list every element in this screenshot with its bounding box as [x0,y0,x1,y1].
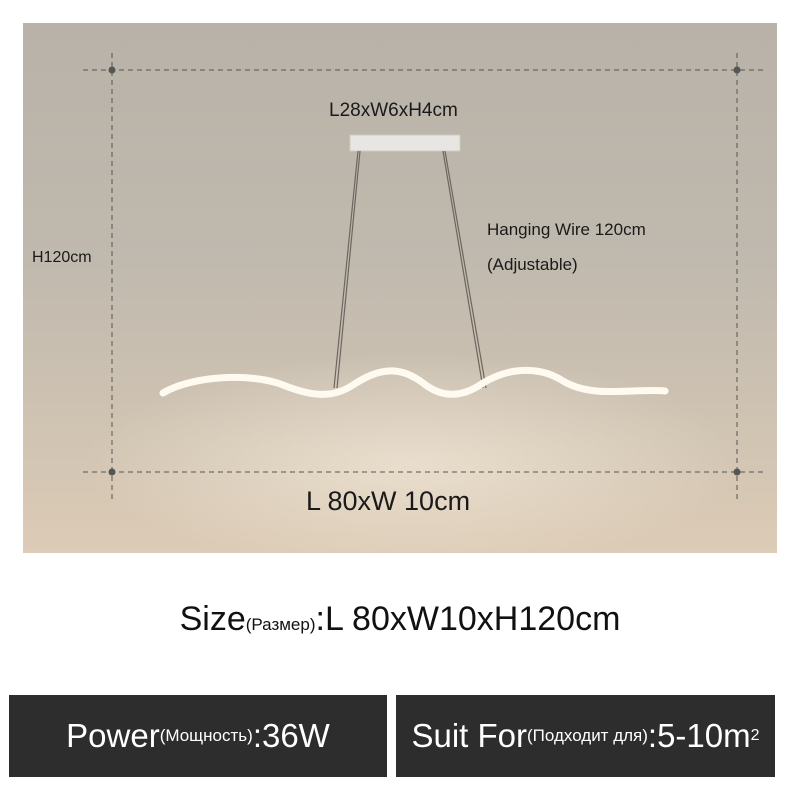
size-label-ru: (Размер) [245,615,316,634]
suit-for-value: :5-10m [647,717,751,754]
dimension-diagram [83,53,763,553]
dimension-dots [108,66,741,476]
power-label-ru: (Мощность) [159,726,253,745]
size-value: :L 80xW10xH120cm [315,600,621,638]
canopy [349,134,461,152]
power-box: Power (Мощность):36W [9,695,387,777]
wave-lamp [159,366,669,398]
height-label: H120cm [32,249,92,266]
adjustable-label: (Adjustable) [487,255,578,274]
hanging-wire-label: Hanging Wire 120cm [487,220,646,239]
size-label: Size [179,600,246,638]
light-glow [83,353,743,553]
power-value: :36W [252,717,330,754]
suit-for-unit-sup: 2 [750,727,760,744]
lamp-size-label: L 80xW 10cm [306,486,471,516]
hanging-wires [333,150,487,389]
size-spec: Size(Размер):L 80xW10xH120cm [0,600,800,639]
dimension-lines [83,53,763,503]
product-photo: L28xW6xH4cm Hanging Wire 120cm (Adjustab… [23,23,777,553]
canopy-size-label: L28xW6xH4cm [329,100,458,121]
suit-for-label-ru: (Подходит для) [527,726,648,745]
power-label: Power [66,717,160,754]
suit-for-label: Suit For [411,717,527,754]
suit-for-box: Suit For (Подходит для):5-10m 2 [396,695,775,777]
